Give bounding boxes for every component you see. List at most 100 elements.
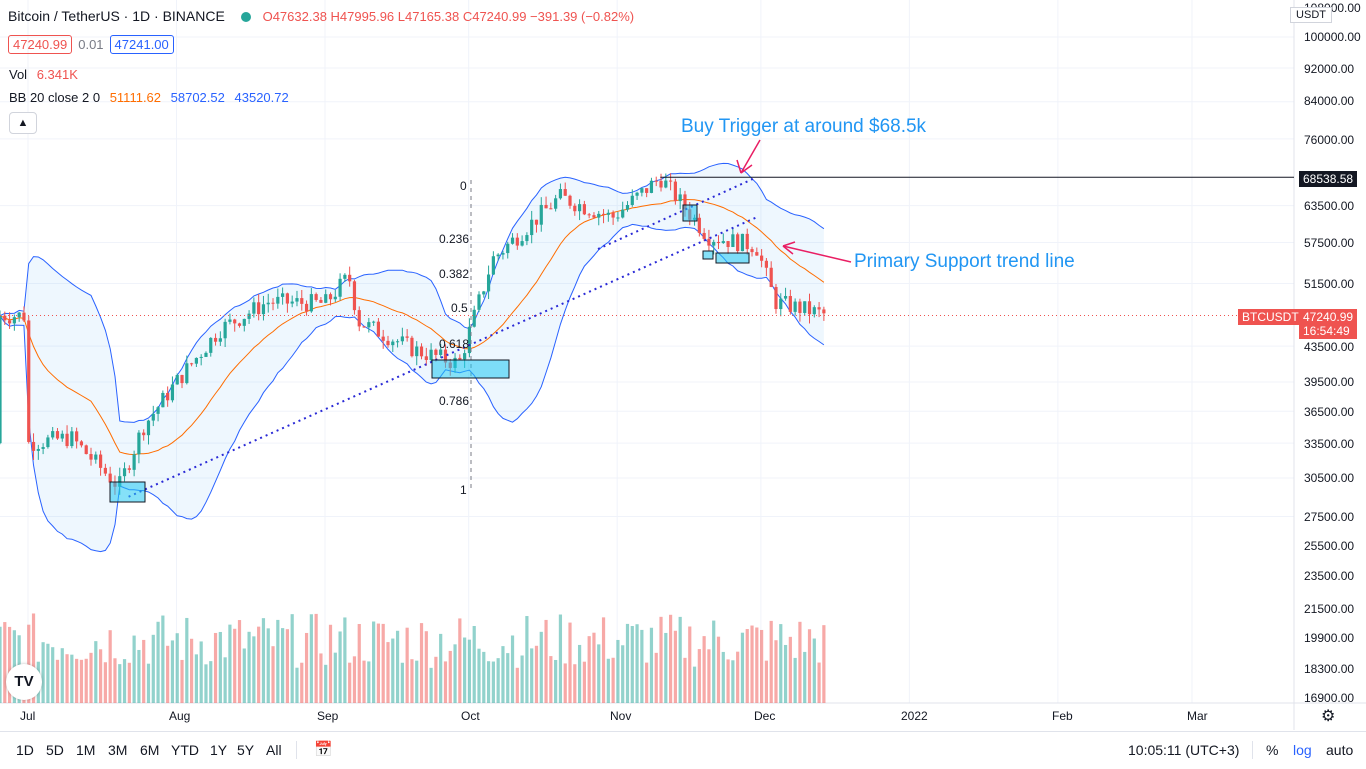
volume-bar <box>683 657 687 703</box>
support-annotation[interactable]: Primary Support trend line <box>854 251 1075 272</box>
range-1y-button[interactable]: 1Y <box>210 742 228 758</box>
candle-body <box>51 431 55 438</box>
log-toggle[interactable]: log <box>1293 742 1312 758</box>
range-5y-button[interactable]: 5Y <box>237 742 255 758</box>
candle-body <box>534 219 539 225</box>
ask-price-button[interactable]: 47241.00 <box>109 35 174 54</box>
candle-body <box>156 407 160 414</box>
volume-bar <box>434 656 438 703</box>
chevron-up-icon: ▲ <box>17 117 29 129</box>
bid-price-button[interactable]: 47240.99 <box>8 35 73 54</box>
candle-body <box>544 204 548 209</box>
bollinger-upper-value: 58702.52 <box>170 90 225 105</box>
candle-body <box>213 337 218 342</box>
volume-bar <box>482 651 486 703</box>
spread-value: 0.01 <box>78 37 104 52</box>
percent-toggle[interactable]: % <box>1266 742 1279 758</box>
candle-body <box>218 338 222 342</box>
price-tick-label: 43500.00 <box>1304 340 1354 354</box>
symbol-title[interactable]: Bitcoin / TetherUS · 1D · BINANCE <box>8 8 225 24</box>
volume-legend[interactable]: Vol 6.341K <box>9 67 78 82</box>
candle-body <box>769 267 773 287</box>
candle-body <box>271 302 275 304</box>
volume-bar <box>616 639 620 703</box>
volume-bar <box>372 621 376 703</box>
volume-bar <box>707 649 711 703</box>
price-tick-label: 23500.00 <box>1304 569 1354 583</box>
volume-bar <box>223 657 227 703</box>
volume-bar <box>515 667 519 703</box>
collapse-legend-button[interactable]: ▲ <box>9 112 37 134</box>
time-label-mar: Mar <box>1187 709 1208 723</box>
candle-body <box>740 233 745 252</box>
volume-bar <box>122 659 127 703</box>
range-1d-button[interactable]: 1D <box>16 742 34 758</box>
volume-bar <box>357 624 361 703</box>
price-tick-label: 100000.00 <box>1304 30 1361 44</box>
volume-bar <box>367 661 371 703</box>
fib-label-0786: 0.786 <box>439 394 470 408</box>
range-3m-button[interactable]: 3M <box>108 742 128 758</box>
candle-body <box>736 234 740 252</box>
volume-bar <box>228 624 232 703</box>
candle-body <box>84 445 88 455</box>
candle-body <box>419 346 424 357</box>
volume-bar <box>491 661 495 703</box>
candle-body <box>79 441 84 446</box>
price-tick-label: 27500.00 <box>1304 510 1354 524</box>
volume-bar <box>807 629 812 703</box>
candle-body <box>127 468 131 470</box>
range-6m-button[interactable]: 6M <box>140 742 160 758</box>
candle-body <box>721 241 725 244</box>
candle-body <box>520 241 524 246</box>
volume-bar <box>592 632 596 703</box>
candle-body <box>348 274 352 282</box>
auto-toggle[interactable]: auto <box>1326 742 1354 758</box>
highlight-zone <box>715 252 750 264</box>
bollinger-upper-line <box>0 162 825 423</box>
volume-bar <box>386 642 390 703</box>
range-5d-button[interactable]: 5D <box>46 742 64 758</box>
candle-body <box>60 433 64 439</box>
bid-ask-row: 47240.99 0.01 47241.00 <box>8 35 174 54</box>
volume-bar <box>0 626 2 703</box>
range-1m-button[interactable]: 1M <box>76 742 96 758</box>
candle-body <box>194 357 198 364</box>
volume-bar <box>300 662 304 703</box>
time-label-oct: Oct <box>461 709 480 723</box>
volume-bar <box>400 662 404 703</box>
volume-bar <box>769 620 773 703</box>
candle-body <box>568 195 572 206</box>
fib-label-0236: 0.236 <box>439 232 470 246</box>
date-range-icon[interactable]: 📅 <box>314 741 333 758</box>
volume-bar <box>443 661 448 703</box>
range-ytd-button[interactable]: YTD <box>171 742 199 758</box>
countdown-value: 16:54:49 <box>1303 324 1350 338</box>
volume-bar <box>554 659 558 703</box>
tradingview-logo[interactable]: TV <box>6 664 42 700</box>
candle-body <box>276 296 280 304</box>
buy-trigger-annotation[interactable]: Buy Trigger at around $68.5k <box>681 116 927 137</box>
price-tick-label: 16900.00 <box>1304 691 1354 705</box>
candle-body <box>0 315 2 444</box>
candle-body <box>405 336 409 338</box>
volume-bar <box>812 638 816 703</box>
currency-selector[interactable]: USDT <box>1290 7 1332 23</box>
candle-body <box>496 254 500 257</box>
candle-body <box>439 349 443 355</box>
volume-bar <box>65 654 69 703</box>
volume-bar <box>190 638 194 703</box>
volume-bar <box>199 641 203 703</box>
gear-icon[interactable]: ⚙ <box>1321 708 1336 725</box>
volume-bar <box>702 636 706 703</box>
candle-body <box>372 321 376 323</box>
volume-bar <box>496 658 500 703</box>
candle-body <box>12 317 16 324</box>
range-all-button[interactable]: All <box>266 742 282 758</box>
volume-bar <box>611 657 615 703</box>
volume-bar <box>697 649 701 703</box>
clock-display[interactable]: 10:05:11 (UTC+3) <box>1128 742 1240 758</box>
candle-body <box>314 294 318 300</box>
bollinger-legend[interactable]: BB 20 close 2 0 51111.62 58702.52 43520.… <box>9 90 289 105</box>
